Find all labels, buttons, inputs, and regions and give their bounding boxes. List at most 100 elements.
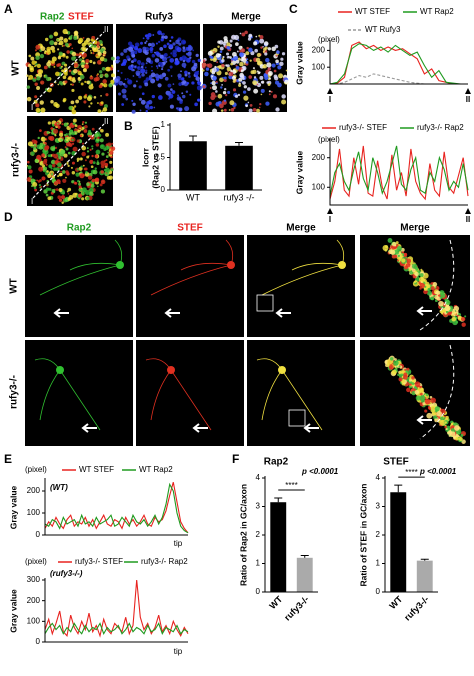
puncta (181, 55, 187, 61)
error-bar (300, 555, 309, 558)
puncta (393, 254, 398, 259)
y-tick-label: 0 (36, 637, 41, 646)
arrow (416, 415, 432, 425)
puncta (177, 94, 180, 97)
soma (56, 366, 64, 374)
puncta (100, 101, 104, 105)
puncta (217, 93, 223, 99)
puncta (149, 47, 154, 51)
puncta (68, 139, 70, 141)
puncta (216, 61, 219, 64)
puncta (255, 35, 258, 38)
puncta (259, 35, 264, 40)
puncta (110, 56, 115, 61)
neurite (150, 369, 172, 421)
puncta (196, 85, 202, 91)
puncta (219, 77, 224, 83)
puncta (220, 86, 223, 89)
puncta (102, 107, 108, 112)
puncta (53, 146, 56, 150)
panel-label: F (232, 452, 239, 466)
puncta (110, 146, 116, 151)
puncta (204, 71, 209, 77)
puncta (33, 146, 37, 151)
puncta (141, 92, 145, 96)
puncta (91, 127, 95, 131)
puncta (33, 179, 36, 182)
puncta (232, 51, 237, 57)
puncta (212, 108, 218, 114)
puncta (215, 53, 221, 58)
x-tick-label: WT (267, 594, 284, 611)
x-tick-label: rufy3-/- (282, 594, 311, 623)
puncta (85, 58, 90, 64)
puncta (34, 95, 38, 99)
puncta (137, 66, 141, 71)
puncta (397, 373, 400, 377)
puncta (182, 80, 187, 84)
puncta (195, 53, 199, 58)
y-axis-label: Gray value (8, 589, 18, 633)
puncta (225, 94, 228, 97)
puncta (264, 52, 268, 56)
puncta (120, 52, 124, 56)
puncta (117, 69, 120, 72)
puncta (89, 159, 94, 164)
puncta (423, 289, 428, 295)
puncta (36, 86, 40, 90)
error-bar (274, 497, 283, 503)
puncta (161, 36, 163, 38)
series-line (329, 145, 469, 201)
puncta (72, 146, 78, 152)
puncta (111, 142, 114, 145)
puncta (46, 76, 51, 82)
puncta (94, 154, 99, 159)
puncta (51, 153, 55, 157)
puncta (67, 187, 72, 192)
puncta (98, 133, 102, 137)
puncta (169, 104, 174, 109)
puncta (180, 70, 182, 73)
puncta (91, 147, 94, 150)
puncta (240, 69, 244, 73)
puncta (245, 104, 248, 108)
puncta (222, 76, 224, 79)
puncta (140, 41, 143, 45)
y-tick-label: 300 (27, 575, 41, 584)
puncta (62, 170, 66, 174)
puncta (130, 51, 135, 55)
puncta (70, 34, 73, 37)
puncta (268, 93, 271, 96)
puncta (108, 83, 113, 88)
puncta (447, 430, 453, 435)
puncta (419, 282, 425, 289)
puncta (455, 436, 459, 441)
puncta (78, 185, 82, 189)
puncta (95, 178, 99, 182)
puncta (168, 56, 171, 59)
puncta (79, 173, 85, 179)
puncta (396, 259, 400, 262)
puncta (92, 61, 96, 65)
puncta (158, 40, 161, 44)
puncta (43, 74, 46, 77)
puncta (89, 187, 94, 193)
y-unit: (pixel) (25, 557, 47, 566)
puncta (177, 73, 182, 78)
puncta (92, 161, 96, 165)
puncta (237, 39, 240, 41)
puncta (35, 107, 41, 113)
puncta (56, 122, 59, 125)
puncta (187, 45, 193, 51)
puncta (78, 80, 81, 83)
x-axis-label: tip (174, 539, 183, 548)
puncta (423, 287, 428, 291)
puncta (406, 258, 412, 264)
puncta (68, 43, 72, 47)
puncta (67, 197, 71, 201)
puncta (26, 177, 32, 182)
puncta (394, 358, 397, 361)
arrow (164, 308, 180, 318)
y-unit: (pixel) (318, 35, 340, 44)
puncta (242, 81, 246, 85)
